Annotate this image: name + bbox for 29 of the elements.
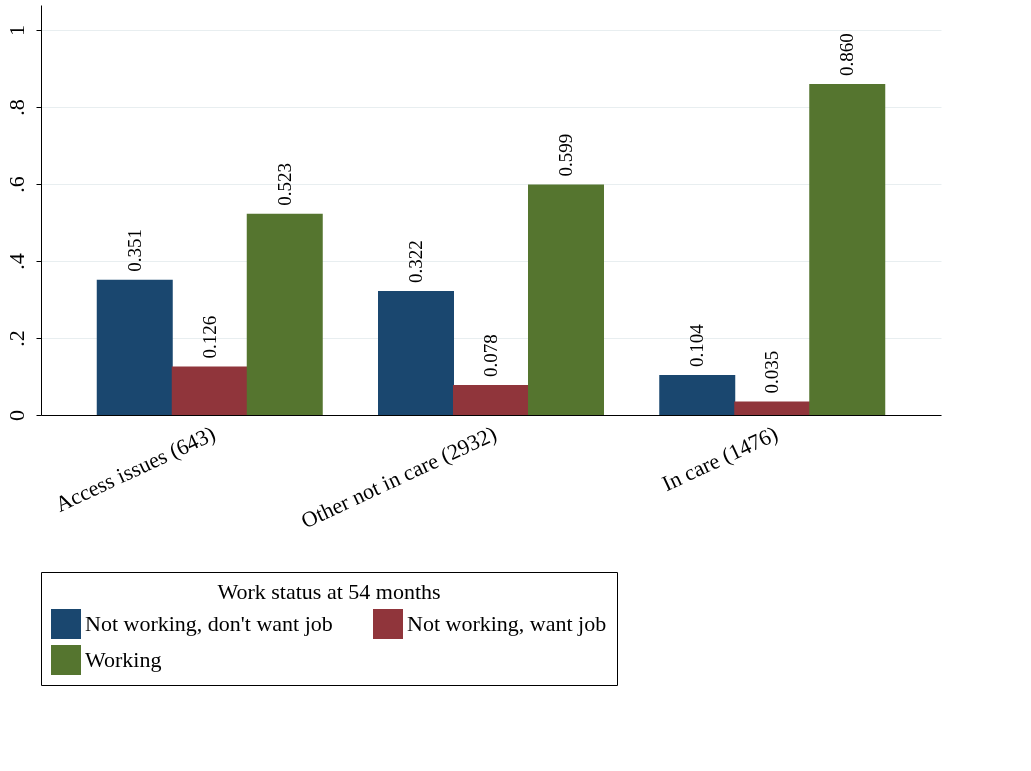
y-tick-label: 0 — [3, 410, 29, 421]
data-label: 0.104 — [686, 323, 708, 367]
y-tick-label: 1 — [3, 25, 29, 37]
y-tick-label: .4 — [3, 253, 29, 270]
bar — [378, 291, 454, 415]
data-label: 0.860 — [836, 33, 858, 76]
legend-label: Working — [85, 647, 162, 672]
data-label: 0.035 — [761, 350, 783, 394]
bar — [528, 184, 604, 415]
data-label: 0.351 — [123, 229, 145, 272]
bar — [246, 213, 323, 415]
y-tick-label: .8 — [3, 99, 29, 116]
bar — [171, 366, 248, 415]
data-label: 0.523 — [273, 162, 295, 206]
y-tick-label: .6 — [3, 176, 29, 193]
bar — [809, 83, 886, 415]
data-label: 0.599 — [555, 133, 576, 177]
bar — [734, 401, 811, 415]
bar — [96, 279, 173, 415]
y-tick-label: .2 — [3, 330, 29, 347]
legend-label: Not working, want job — [407, 611, 607, 636]
bar — [453, 384, 529, 415]
x-tick-label: Access issues (643) — [51, 420, 220, 517]
legend-title: Work status at 54 months — [217, 579, 441, 604]
legend-label: Not working, don't want job — [85, 611, 333, 636]
data-label: 0.322 — [405, 240, 426, 284]
data-label: 0.126 — [198, 315, 220, 359]
data-label: 0.078 — [480, 334, 501, 377]
bar — [659, 374, 736, 415]
